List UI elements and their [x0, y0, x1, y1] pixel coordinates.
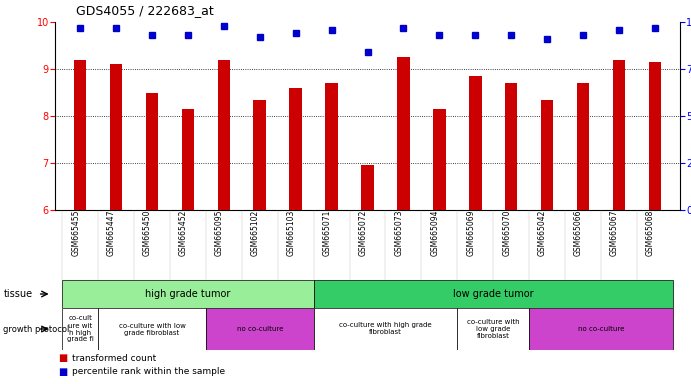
Bar — [110, 64, 122, 210]
Text: co-cult
ure wit
h high
grade fi: co-cult ure wit h high grade fi — [67, 316, 93, 343]
Text: no co-culture: no co-culture — [578, 326, 624, 332]
Bar — [254, 99, 266, 210]
Text: percentile rank within the sample: percentile rank within the sample — [73, 367, 225, 376]
Text: ■: ■ — [59, 353, 68, 363]
Text: co-culture with
low grade
fibroblast: co-culture with low grade fibroblast — [467, 319, 520, 339]
Bar — [505, 83, 518, 210]
Text: GSM665447: GSM665447 — [107, 210, 116, 257]
Text: low grade tumor: low grade tumor — [453, 289, 533, 299]
Bar — [325, 83, 338, 210]
Text: GSM665067: GSM665067 — [610, 210, 619, 257]
Bar — [74, 60, 86, 210]
Text: GSM665102: GSM665102 — [251, 210, 260, 256]
Bar — [397, 57, 410, 210]
Text: GSM665094: GSM665094 — [430, 210, 439, 257]
Bar — [577, 83, 589, 210]
Text: GSM665042: GSM665042 — [538, 210, 547, 257]
Bar — [290, 88, 302, 210]
Bar — [62, 308, 98, 350]
Text: GSM665070: GSM665070 — [502, 210, 511, 257]
Bar — [433, 109, 446, 210]
Text: tissue: tissue — [3, 289, 32, 299]
Text: GSM665450: GSM665450 — [143, 210, 152, 257]
Bar — [206, 308, 314, 350]
Text: no co-culture: no co-culture — [236, 326, 283, 332]
Text: GDS4055 / 222683_at: GDS4055 / 222683_at — [76, 4, 214, 17]
Bar — [314, 280, 673, 308]
Text: GSM665068: GSM665068 — [646, 210, 655, 257]
Text: GSM665073: GSM665073 — [395, 210, 404, 257]
Text: GSM665072: GSM665072 — [359, 210, 368, 257]
Bar — [541, 99, 553, 210]
Bar — [182, 109, 194, 210]
Text: ■: ■ — [59, 367, 68, 377]
Bar — [146, 93, 158, 210]
Text: GSM665071: GSM665071 — [323, 210, 332, 257]
Bar — [613, 60, 625, 210]
Text: co-culture with high grade
fibroblast: co-culture with high grade fibroblast — [339, 323, 432, 336]
Text: transformed count: transformed count — [73, 354, 157, 363]
Text: GSM665455: GSM665455 — [71, 210, 80, 257]
Bar — [469, 76, 482, 210]
Bar — [314, 308, 457, 350]
Text: GSM665103: GSM665103 — [287, 210, 296, 257]
Bar — [218, 60, 230, 210]
Bar — [457, 308, 529, 350]
Bar — [62, 280, 314, 308]
Text: GSM665452: GSM665452 — [179, 210, 188, 257]
Text: GSM665066: GSM665066 — [574, 210, 583, 257]
Text: GSM665069: GSM665069 — [466, 210, 475, 257]
Bar — [361, 166, 374, 210]
Text: growth protocol: growth protocol — [3, 324, 70, 333]
Text: co-culture with low
grade fibroblast: co-culture with low grade fibroblast — [119, 323, 185, 336]
Bar — [529, 308, 673, 350]
Text: GSM665095: GSM665095 — [215, 210, 224, 257]
Text: high grade tumor: high grade tumor — [145, 289, 231, 299]
Bar — [649, 62, 661, 210]
Bar — [98, 308, 206, 350]
